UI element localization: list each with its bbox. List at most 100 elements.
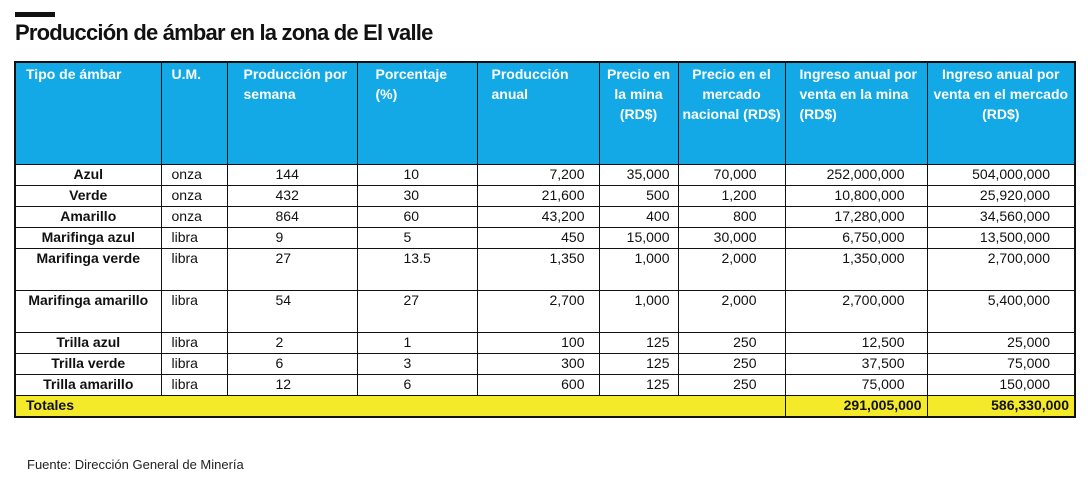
annual-production-cell: 300 <box>476 353 600 375</box>
mine-price-cell: 1,000 <box>598 248 679 291</box>
mine-price-cell: 15,000 <box>598 227 679 249</box>
table-row: Amarillo onza 864 60 43,200 400 800 17,2… <box>14 206 1076 228</box>
percentage-cell: 60 <box>356 206 478 228</box>
weekly-production-cell: 12 <box>226 374 358 396</box>
percentage-cell: 13.5 <box>356 248 478 291</box>
mine-income-cell: 1,350,000 <box>784 248 928 291</box>
column-header: Precio en el mercado nacional (RD$) <box>677 61 786 165</box>
column-header: Tipo de ámbar <box>14 61 162 165</box>
annual-production-cell: 600 <box>476 374 600 396</box>
percentage-cell: 10 <box>356 164 478 186</box>
national-price-cell: 30,000 <box>677 227 786 249</box>
mine-price-cell: 500 <box>598 185 679 207</box>
amber-type-cell: Trilla amarillo <box>14 374 162 396</box>
annual-production-cell: 1,350 <box>476 248 600 291</box>
unit-cell: onza <box>160 185 228 207</box>
national-price-cell: 250 <box>677 332 786 354</box>
weekly-production-cell: 27 <box>226 248 358 291</box>
weekly-production-cell: 864 <box>226 206 358 228</box>
mine-price-cell: 125 <box>598 374 679 396</box>
table-row: Trilla azul libra 2 1 100 125 250 12,500… <box>14 332 1076 354</box>
title-accent-rule <box>15 12 55 17</box>
amber-type-cell: Marifinga amarillo <box>14 290 162 333</box>
annual-production-cell: 21,600 <box>476 185 600 207</box>
table-row: Marifinga azul libra 9 5 450 15,000 30,0… <box>14 227 1076 249</box>
mine-income-cell: 6,750,000 <box>784 227 928 249</box>
amber-type-cell: Marifinga azul <box>14 227 162 249</box>
mine-income-cell: 17,280,000 <box>784 206 928 228</box>
market-income-cell: 5,400,000 <box>926 290 1076 333</box>
unit-cell: onza <box>160 164 228 186</box>
market-income-cell: 25,920,000 <box>926 185 1076 207</box>
percentage-cell: 5 <box>356 227 478 249</box>
unit-cell: libra <box>160 290 228 333</box>
percentage-cell: 1 <box>356 332 478 354</box>
column-header: Ingreso anual por venta en el mercado (R… <box>926 61 1076 165</box>
percentage-cell: 6 <box>356 374 478 396</box>
unit-cell: libra <box>160 227 228 249</box>
table-row: Marifinga amarillo libra 54 27 2,700 1,0… <box>14 290 1076 333</box>
percentage-cell: 3 <box>356 353 478 375</box>
table-row: Verde onza 432 30 21,600 500 1,200 10,80… <box>14 185 1076 207</box>
column-header: U.M. <box>160 61 228 165</box>
table-row: Trilla amarillo libra 12 6 600 125 250 7… <box>14 374 1076 396</box>
amber-type-cell: Marifinga verde <box>14 248 162 291</box>
mine-price-cell: 125 <box>598 353 679 375</box>
national-price-cell: 70,000 <box>677 164 786 186</box>
amber-production-table: Tipo de ámbar U.M. Producción por semana… <box>14 61 1076 418</box>
unit-cell: libra <box>160 353 228 375</box>
unit-cell: libra <box>160 332 228 354</box>
amber-type-cell: Trilla azul <box>14 332 162 354</box>
source-note: Fuente: Dirección General de Minería <box>27 457 244 472</box>
percentage-cell: 30 <box>356 185 478 207</box>
national-price-cell: 800 <box>677 206 786 228</box>
totals-row: Totales 291,005,000 586,330,000 <box>14 395 1076 418</box>
unit-cell: libra <box>160 248 228 291</box>
percentage-cell: 27 <box>356 290 478 333</box>
market-income-cell: 504,000,000 <box>926 164 1076 186</box>
amber-type-cell: Amarillo <box>14 206 162 228</box>
table-row: Marifinga verde libra 27 13.5 1,350 1,00… <box>14 248 1076 291</box>
total-market-income: 586,330,000 <box>926 395 1076 418</box>
mine-income-cell: 2,700,000 <box>784 290 928 333</box>
amber-type-cell: Trilla verde <box>14 353 162 375</box>
unit-cell: libra <box>160 374 228 396</box>
mine-income-cell: 12,500 <box>784 332 928 354</box>
annual-production-cell: 43,200 <box>476 206 600 228</box>
market-income-cell: 34,560,000 <box>926 206 1076 228</box>
market-income-cell: 150,000 <box>926 374 1076 396</box>
market-income-cell: 13,500,000 <box>926 227 1076 249</box>
market-income-cell: 75,000 <box>926 353 1076 375</box>
total-mine-income: 291,005,000 <box>784 395 928 418</box>
national-price-cell: 1,200 <box>677 185 786 207</box>
amber-type-cell: Azul <box>14 164 162 186</box>
mine-price-cell: 35,000 <box>598 164 679 186</box>
mine-income-cell: 75,000 <box>784 374 928 396</box>
column-header: Producción anual <box>476 61 600 165</box>
mine-price-cell: 125 <box>598 332 679 354</box>
national-price-cell: 250 <box>677 353 786 375</box>
national-price-cell: 250 <box>677 374 786 396</box>
column-header: Porcentaje (%) <box>356 61 478 165</box>
annual-production-cell: 100 <box>476 332 600 354</box>
table-header-row: Tipo de ámbar U.M. Producción por semana… <box>14 61 1076 165</box>
column-header: Precio en la mina (RD$) <box>598 61 679 165</box>
totals-label: Totales <box>14 395 786 418</box>
national-price-cell: 2,000 <box>677 290 786 333</box>
national-price-cell: 2,000 <box>677 248 786 291</box>
weekly-production-cell: 6 <box>226 353 358 375</box>
weekly-production-cell: 9 <box>226 227 358 249</box>
mine-price-cell: 1,000 <box>598 290 679 333</box>
column-header: Producción por semana <box>226 61 358 165</box>
market-income-cell: 2,700,000 <box>926 248 1076 291</box>
weekly-production-cell: 2 <box>226 332 358 354</box>
weekly-production-cell: 144 <box>226 164 358 186</box>
mine-income-cell: 252,000,000 <box>784 164 928 186</box>
market-income-cell: 25,000 <box>926 332 1076 354</box>
mine-income-cell: 10,800,000 <box>784 185 928 207</box>
weekly-production-cell: 432 <box>226 185 358 207</box>
table-row: Trilla verde libra 6 3 300 125 250 37,50… <box>14 353 1076 375</box>
annual-production-cell: 7,200 <box>476 164 600 186</box>
unit-cell: onza <box>160 206 228 228</box>
column-header: Ingreso anual por venta en la mina (RD$) <box>784 61 928 165</box>
